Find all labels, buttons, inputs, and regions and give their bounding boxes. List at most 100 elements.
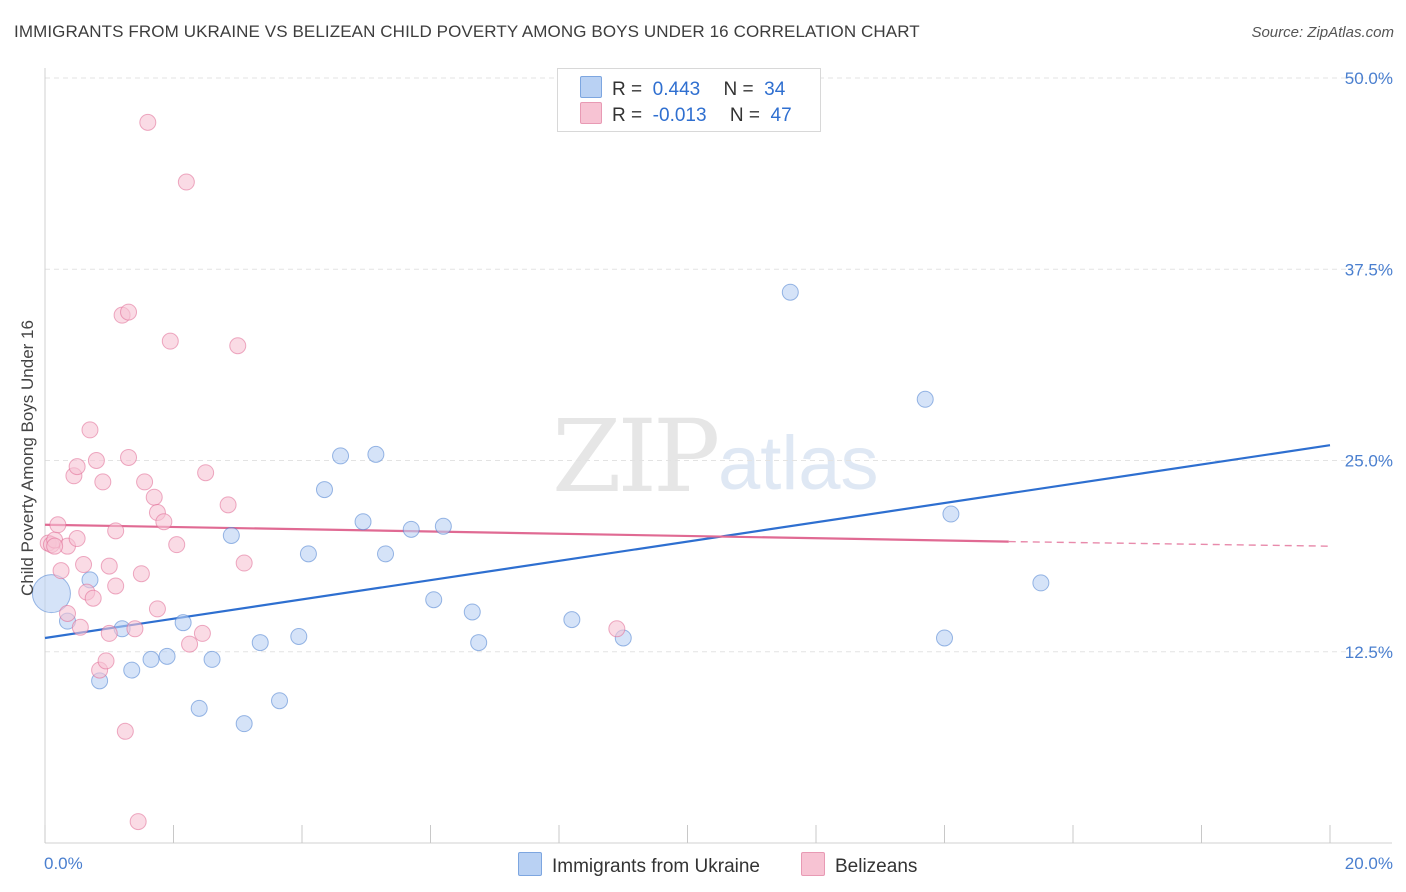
- ukraine-point: [434, 517, 452, 535]
- belizean-point: [155, 513, 173, 531]
- ukraine-point: [299, 545, 317, 563]
- correlation-legend: R = 0.443 N = 34 R = -0.013 N = 47: [557, 68, 821, 132]
- belizean-point: [107, 577, 125, 595]
- ukraine-point: [942, 505, 960, 523]
- y-axis-label: Child Poverty Among Boys Under 16: [18, 320, 37, 596]
- belizean-point: [139, 113, 157, 131]
- ukraine-point: [315, 481, 333, 499]
- legend-r-label: R =: [612, 105, 643, 126]
- belizean-point: [75, 556, 93, 574]
- watermark-atlas: atlas: [718, 421, 879, 506]
- belizean-point: [181, 635, 199, 653]
- belizean-point: [235, 554, 253, 572]
- belizean-point: [97, 652, 115, 670]
- belizean-point: [120, 303, 138, 321]
- legend-r-value: -0.013: [652, 105, 707, 126]
- legend-swatch-ukraine: [580, 76, 602, 98]
- belizean-point: [168, 536, 186, 554]
- ukraine-point: [470, 634, 488, 652]
- bottom-legend-label: Immigrants from Ukraine: [552, 856, 760, 877]
- belizean-point: [81, 421, 99, 439]
- ukraine-point: [222, 526, 240, 544]
- x-tick-label-min: 0.0%: [44, 854, 83, 873]
- legend-swatch-belizeans: [580, 102, 602, 124]
- belizean-point: [107, 522, 125, 540]
- legend-n-value: 34: [764, 79, 786, 100]
- ukraine-point: [190, 699, 208, 717]
- bottom-legend-swatch-belizeans: [801, 852, 825, 876]
- axis-labels: 12.5% 25.0% 37.5% 50.0% 0.0% 20.0% Child Pover…: [18, 69, 1393, 873]
- ukraine-point: [251, 634, 269, 652]
- y-tick-label: 12.5%: [1345, 643, 1393, 662]
- bottom-legend-label: Belizeans: [835, 856, 918, 877]
- ukraine-point: [463, 603, 481, 621]
- belizean-point: [58, 605, 76, 622]
- legend-r-value: 0.443: [652, 79, 701, 100]
- belizean-point: [136, 473, 154, 491]
- ukraine-point: [158, 647, 176, 665]
- belizean-point: [49, 516, 67, 534]
- belizean-point: [148, 600, 166, 618]
- belizean-point: [68, 458, 86, 476]
- ukraine-point: [563, 611, 581, 629]
- ukraine-point: [203, 650, 221, 668]
- x-tick-label-max: 20.0%: [1345, 854, 1393, 873]
- belizean-point: [84, 589, 102, 607]
- belizean-point: [145, 488, 163, 506]
- belizean-point: [129, 813, 147, 831]
- ukraine-point: [290, 627, 308, 645]
- belizean-point: [87, 452, 105, 469]
- y-tick-label: 50.0%: [1345, 69, 1393, 88]
- belizean-point: [197, 464, 215, 482]
- belizean-point: [100, 557, 118, 575]
- legend-row-belizeans: R = -0.013 N = 47: [580, 102, 792, 126]
- ukraine-point: [123, 661, 141, 679]
- y-tick-label: 25.0%: [1345, 452, 1393, 471]
- chart-title: IMMIGRANTS FROM UKRAINE VS BELIZEAN CHIL…: [14, 22, 920, 41]
- ukraine-point: [916, 390, 934, 408]
- ukraine-point: [936, 629, 953, 647]
- belizean-point: [193, 624, 211, 642]
- ukraine-point: [377, 545, 395, 563]
- ukraine-point: [174, 614, 192, 632]
- axes: [44, 68, 1392, 844]
- belizean-point: [608, 620, 626, 638]
- bottom-legend-swatch-ukraine: [518, 852, 542, 876]
- belizean-point: [219, 496, 237, 514]
- ukraine-point: [781, 283, 799, 301]
- ukraine-point: [354, 513, 372, 531]
- belizean-point: [71, 618, 89, 636]
- legend-r-label: R =: [612, 79, 643, 100]
- source-label: Source: ZipAtlas.com: [1251, 24, 1394, 41]
- legend-row-ukraine: R = 0.443 N = 34: [580, 76, 785, 100]
- ukraine-point: [271, 692, 289, 710]
- legend-n-label: N =: [723, 79, 754, 100]
- ukraine-point: [235, 715, 253, 733]
- ukraine-point: [142, 650, 160, 668]
- belizean-point: [94, 473, 112, 491]
- belizean-point: [52, 562, 70, 580]
- data-points: [31, 113, 1050, 831]
- belizean-point: [116, 722, 134, 740]
- ukraine-point: [31, 574, 71, 614]
- y-tick-label: 37.5%: [1345, 260, 1393, 279]
- ukraine-trend-line: [44, 444, 1331, 640]
- belizean-point: [126, 620, 144, 638]
- belizean-point: [68, 530, 86, 548]
- belizean-point: [132, 565, 150, 583]
- belizean-point: [161, 332, 179, 350]
- watermark-zip: ZIP: [552, 398, 720, 515]
- ukraine-point: [332, 447, 350, 465]
- bottom-legend-belizeans: Belizeans: [801, 852, 917, 878]
- belizean-point: [46, 537, 64, 555]
- legend-n-label: N =: [729, 105, 760, 126]
- belizean-trend-line: [44, 523, 1009, 543]
- belizean-point: [229, 337, 247, 355]
- legend-n-value: 47: [770, 105, 792, 126]
- bottom-legend-ukraine: Immigrants from Ukraine: [518, 852, 760, 878]
- ukraine-point: [402, 520, 420, 538]
- belizean-trend-extension: [1008, 540, 1331, 547]
- ukraine-point: [1032, 574, 1050, 592]
- ukraine-point: [367, 445, 385, 463]
